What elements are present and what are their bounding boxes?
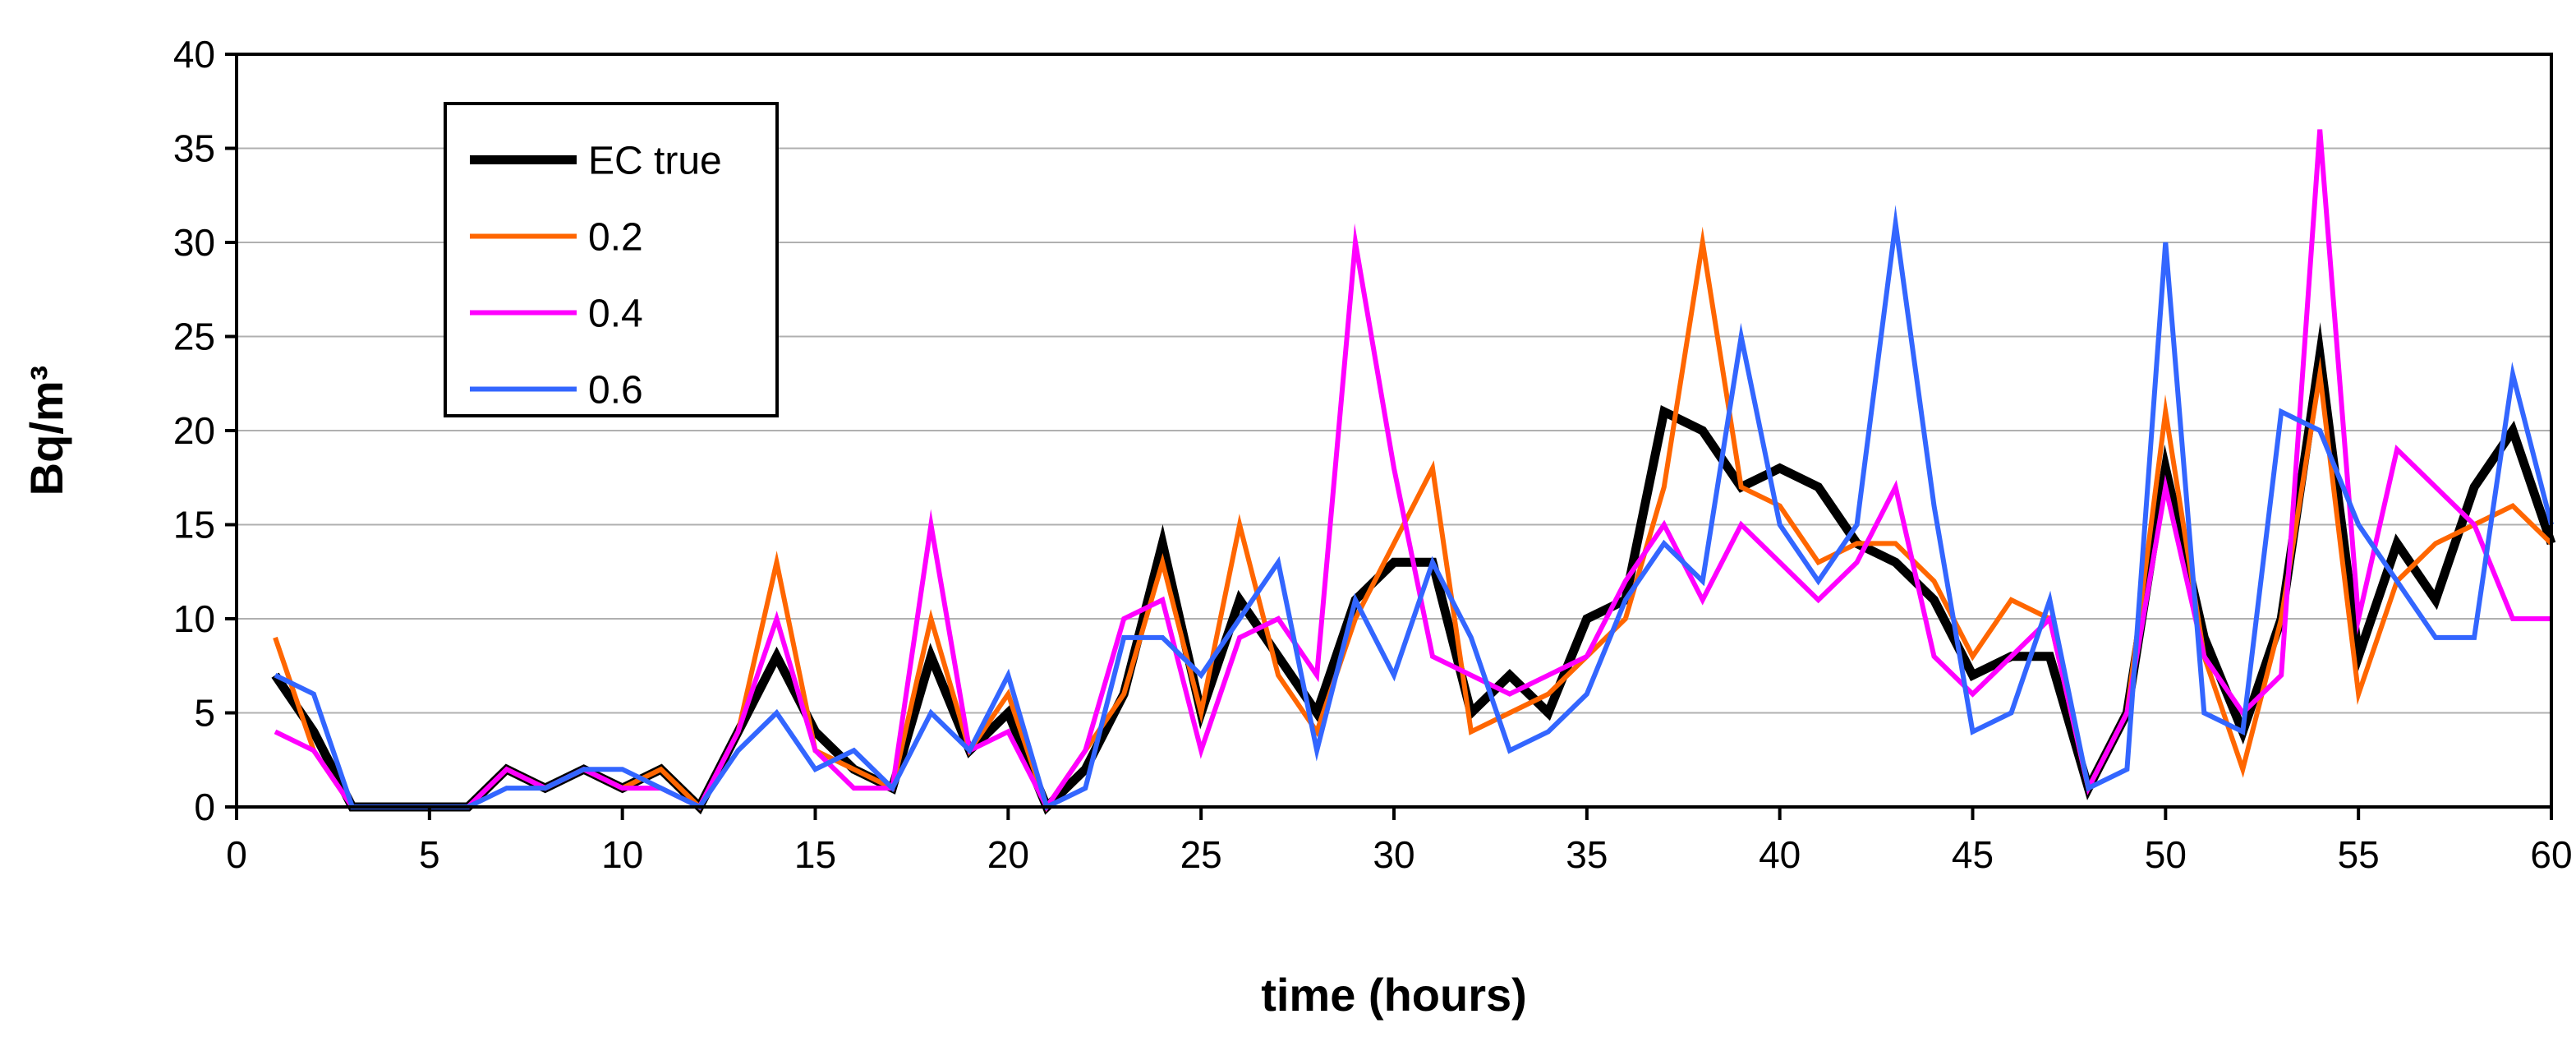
x-tick-label: 60 <box>2530 833 2572 876</box>
x-tick-label: 25 <box>1180 833 1222 876</box>
legend-label-0-4: 0.4 <box>588 293 643 336</box>
axes: 0 5 10 15 20 25 30 35 40 0 5 10 15 20 25 30 35 40 45 50 55 60 <box>173 33 2573 876</box>
x-tick-label: 15 <box>794 833 836 876</box>
legend: EC true 0.2 0.4 0.6 <box>444 102 779 417</box>
x-tick-label: 35 <box>1566 833 1608 876</box>
legend-label-0-6: 0.6 <box>588 369 643 413</box>
y-tick-label: 5 <box>194 692 215 735</box>
x-tick-label: 0 <box>226 833 247 876</box>
y-tick-label: 0 <box>194 786 215 828</box>
x-tick-label: 40 <box>1759 833 1801 876</box>
x-tick-label: 30 <box>1373 833 1414 876</box>
series-0-4-line <box>274 129 2551 812</box>
x-tick-label: 45 <box>1952 833 1994 876</box>
x-tick-label: 20 <box>987 833 1029 876</box>
x-tick-label: 10 <box>601 833 643 876</box>
y-tick-label: 35 <box>173 127 215 170</box>
y-tick-label: 30 <box>173 221 215 264</box>
y-tick-label: 25 <box>173 316 215 358</box>
y-tick-label: 10 <box>173 597 215 640</box>
x-tick-label: 5 <box>419 833 440 876</box>
y-axis-title: Bq/m³ <box>21 366 72 496</box>
x-tick-label: 55 <box>2338 833 2380 876</box>
x-axis-title: time (hours) <box>1261 969 1527 1021</box>
y-tick-label: 15 <box>173 504 215 546</box>
legend-label-ec-true: EC true <box>588 140 722 183</box>
y-tick-label: 20 <box>173 409 215 452</box>
series-0-2-line <box>273 226 2554 813</box>
series-0-6-line <box>274 205 2554 811</box>
legend-label-0-2: 0.2 <box>588 216 643 260</box>
series-layer <box>271 129 2556 815</box>
y-tick-label: 40 <box>173 33 215 76</box>
x-tick-label: 50 <box>2145 833 2187 876</box>
